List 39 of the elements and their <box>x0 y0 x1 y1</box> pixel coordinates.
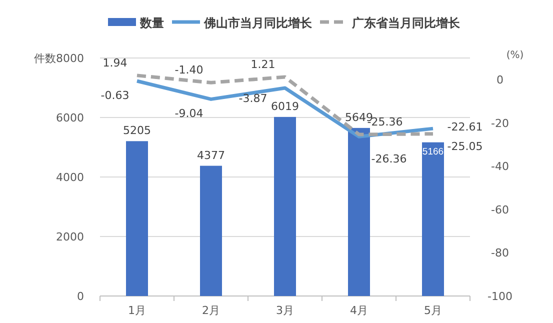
data-label: -25.05 <box>447 140 483 153</box>
y-tick-label: 6000 <box>56 112 84 124</box>
y2-tick-label: -100 <box>488 290 512 303</box>
x-tick-label: 3月 <box>276 304 294 317</box>
y2-tick-label: -20 <box>491 116 509 130</box>
bar <box>422 142 444 296</box>
legend-label: 广东省当月同比增长 <box>351 16 461 30</box>
y2-tick-label: -60 <box>491 203 509 216</box>
data-label: 4377 <box>197 148 225 162</box>
data-label: 6019 <box>271 100 299 113</box>
y-tick-label: 8000 <box>56 52 84 65</box>
y2-tick-label: -40 <box>491 160 509 174</box>
data-label: 5205 <box>123 124 151 138</box>
y-tick-label: 4000 <box>56 171 84 184</box>
y-axis-title: 件数 <box>34 52 56 65</box>
bar <box>200 166 222 296</box>
data-label: -0.63 <box>100 89 130 102</box>
data-label: 5166 <box>422 146 444 158</box>
data-label: -3.87 <box>238 92 268 106</box>
data-label: -22.61 <box>447 120 483 134</box>
y2-tick-label: -80 <box>491 246 509 260</box>
data-label: 1.21 <box>250 58 276 72</box>
bar <box>126 141 148 296</box>
data-label: -1.40 <box>174 64 204 77</box>
data-label: -9.04 <box>174 107 204 120</box>
legend-label: 数量 <box>139 16 164 30</box>
y-tick-label: 0 <box>77 290 84 303</box>
y2-axis-title: (%) <box>506 50 524 61</box>
data-label: 1.94 <box>102 56 128 70</box>
legend-label: 佛山市当月同比增长 <box>203 16 313 30</box>
data-label: -26.36 <box>371 152 407 166</box>
x-tick-label: 2月 <box>202 304 220 317</box>
bar <box>348 128 370 296</box>
x-tick-label: 1月 <box>128 304 146 317</box>
y-tick-label: 2000 <box>56 230 84 244</box>
bar <box>274 116 296 296</box>
y2-tick-label: 0 <box>496 74 504 87</box>
x-tick-label: 4月 <box>350 304 368 317</box>
x-tick-label: 5月 <box>424 304 442 317</box>
